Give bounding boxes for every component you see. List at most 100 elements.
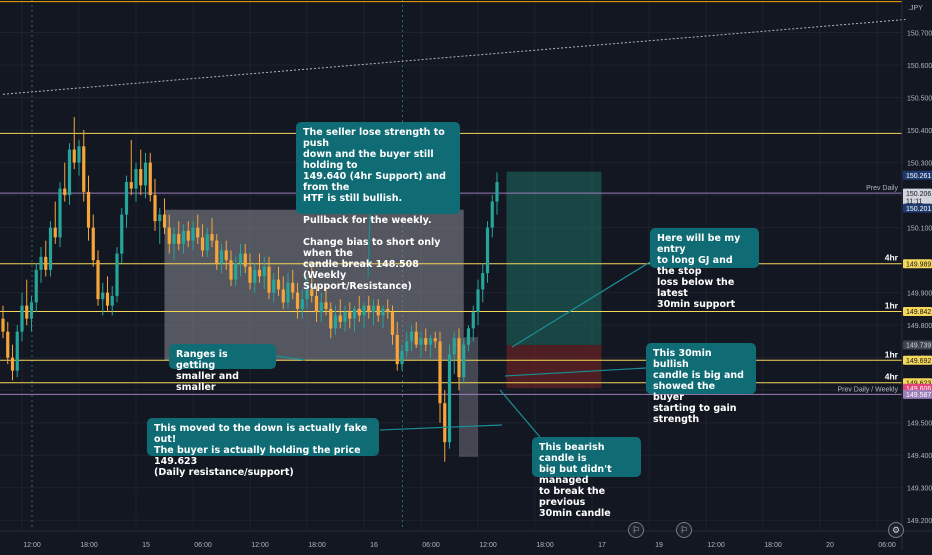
- candle-body: [44, 256, 48, 270]
- candle-body: [419, 338, 423, 345]
- candle-body: [352, 308, 357, 319]
- time-tick-label: 18:00: [536, 542, 554, 549]
- candle-body: [124, 182, 129, 215]
- candle-body: [310, 289, 314, 296]
- price-tick-label: 149.400: [907, 453, 932, 460]
- candle-body: [219, 250, 224, 264]
- note-pointer-line: [511, 261, 651, 348]
- level-label: 4hr: [885, 372, 899, 382]
- price-tick-label: 150.100: [907, 226, 932, 233]
- price-badge-label: 149.739: [906, 343, 931, 350]
- candle-body: [466, 328, 471, 345]
- candle-body: [462, 344, 466, 378]
- news-flag-icon[interactable]: ⚐: [628, 522, 644, 538]
- candle-body: [324, 302, 328, 309]
- candle-body: [476, 289, 480, 313]
- candle-body: [447, 354, 452, 443]
- candle-body: [495, 182, 499, 202]
- time-tick-label: 20: [826, 542, 834, 549]
- candle-body: [67, 149, 72, 196]
- candle-body: [205, 234, 209, 251]
- time-tick-label: 12:00: [707, 542, 725, 549]
- note-seller[interactable]: The seller lose strength to push down an…: [296, 122, 460, 292]
- price-badge: [903, 306, 932, 316]
- candle-body: [86, 191, 91, 228]
- time-tick-label: 06:00: [878, 542, 896, 549]
- candle-body: [162, 214, 167, 228]
- candle-body: [409, 331, 414, 342]
- price-badge-label: 11:11: [906, 198, 923, 205]
- time-tick-label: 17: [598, 542, 606, 549]
- note-fake-out[interactable]: This moved to the down is actually fake …: [147, 418, 379, 478]
- candle-body: [34, 269, 38, 303]
- candle-body: [96, 260, 100, 300]
- candle-body: [158, 214, 162, 222]
- candle-body: [276, 279, 281, 290]
- candle-body: [428, 338, 433, 345]
- candle-body: [424, 338, 428, 345]
- candle-body: [257, 269, 262, 277]
- candle-body: [29, 302, 34, 319]
- level-label: 1hr: [885, 300, 899, 310]
- candle-body: [390, 312, 395, 335]
- candle-body: [110, 295, 114, 306]
- candle-body: [115, 253, 119, 296]
- candle-body: [291, 282, 295, 293]
- candle-body: [229, 260, 233, 280]
- candle-body: [485, 227, 490, 274]
- price-badge: [903, 355, 932, 365]
- candle-body: [443, 403, 447, 443]
- candle-body: [177, 234, 181, 244]
- candle-body: [253, 269, 257, 283]
- candle-body: [120, 214, 124, 254]
- level-label: 4hr: [885, 253, 899, 263]
- candle-body: [53, 227, 57, 238]
- candle-body: [196, 227, 200, 238]
- candle-body: [134, 169, 138, 189]
- candle-body: [362, 305, 366, 316]
- stop-loss-zone: [506, 344, 602, 389]
- news-flag-icon[interactable]: ⚐: [676, 522, 692, 538]
- time-tick-label: 18:00: [764, 542, 782, 549]
- candle-body: [1, 318, 5, 332]
- note-entry[interactable]: Here will be my entry to long GJ and the…: [650, 228, 759, 310]
- candle-body: [10, 357, 15, 371]
- price-badge: [903, 188, 932, 198]
- note-ranges[interactable]: Ranges is getting smaller and smaller: [169, 344, 276, 393]
- note-bearish[interactable]: This bearish candle is big but didn't ma…: [532, 437, 641, 519]
- candle-body: [25, 305, 29, 319]
- price-badge-label: 150.206: [906, 191, 931, 198]
- fakeout-box: [459, 337, 478, 457]
- candle-body: [272, 279, 276, 293]
- candle-body: [262, 266, 266, 277]
- price-tick-label: 149.800: [907, 323, 932, 330]
- candle-body: [77, 146, 81, 163]
- level-label: Prev Daily: [866, 185, 898, 192]
- price-tick-label: 149.200: [907, 518, 932, 525]
- candle-body: [39, 256, 43, 270]
- candle-body: [490, 201, 494, 228]
- candle-body: [210, 234, 214, 241]
- candle-body: [167, 227, 171, 244]
- price-tick-label: 149.900: [907, 291, 932, 298]
- candle-body: [343, 312, 347, 322]
- candle-body: [471, 312, 475, 329]
- time-tick-label: 18:00: [80, 542, 98, 549]
- candle-body: [295, 292, 300, 309]
- price-tick-label: 150.300: [907, 161, 932, 168]
- candle-body: [129, 182, 133, 189]
- time-tick-label: 19: [655, 542, 663, 549]
- level-label: Prev Daily / Weekly: [837, 386, 898, 393]
- note-pointer-line: [379, 424, 503, 431]
- price-badge: [903, 340, 932, 350]
- time-tick-label: 15: [142, 542, 150, 549]
- candle-body: [58, 188, 62, 238]
- candle-body: [371, 305, 376, 313]
- chart-settings-icon[interactable]: ⚙: [888, 522, 904, 538]
- candle-body: [452, 338, 456, 355]
- range-box: [164, 209, 464, 361]
- price-tick-label: 150.500: [907, 96, 932, 103]
- note-bullish[interactable]: This 30min bullish candle is big and sho…: [646, 343, 756, 425]
